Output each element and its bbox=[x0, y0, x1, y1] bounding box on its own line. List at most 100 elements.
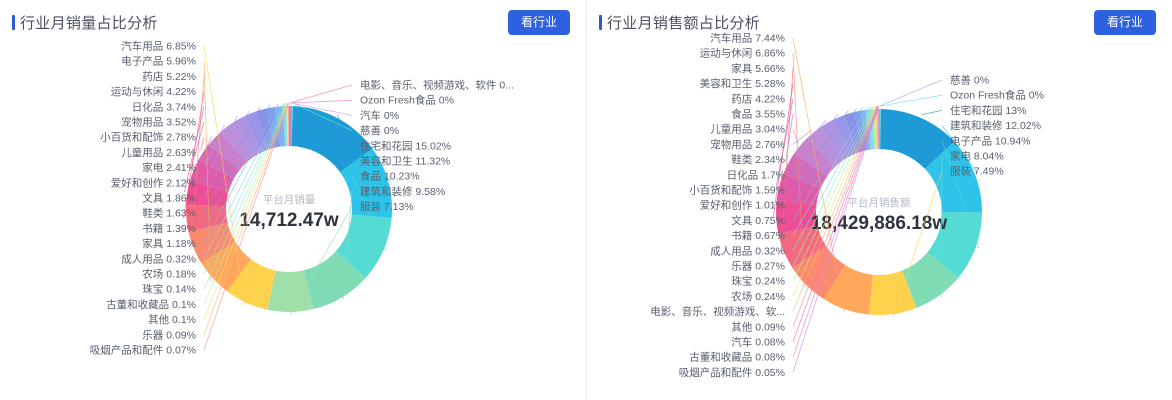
page-title-left: 行业月销量占比分析 bbox=[20, 15, 158, 32]
pie-leader-line bbox=[792, 106, 873, 267]
pie-leader-line bbox=[203, 110, 250, 199]
pie-slice[interactable] bbox=[286, 106, 288, 147]
pie-slice[interactable] bbox=[340, 148, 392, 219]
pie-slice[interactable] bbox=[776, 173, 821, 205]
pie-slice[interactable] bbox=[267, 270, 314, 312]
title-accent-bar-icon bbox=[599, 15, 602, 30]
pie-leader-line bbox=[792, 110, 849, 191]
pie-slice[interactable] bbox=[335, 214, 392, 278]
pie-slice[interactable] bbox=[186, 180, 229, 207]
pie-leader-line bbox=[893, 171, 943, 318]
pie-label: 儿童用品 2.63% bbox=[121, 146, 196, 159]
pie-label: 食品 10.23% bbox=[360, 170, 420, 183]
pie-slice[interactable] bbox=[776, 199, 818, 235]
donut-chart-right[interactable]: 平台月销售额 18,429,886.18w 慈善 0% Ozon Fresh食品 0%… bbox=[587, 22, 1172, 400]
donut-center-caption: 平台月销售额 bbox=[848, 196, 911, 209]
pie-leader-line bbox=[200, 137, 205, 151]
panel-sales-amount: 行业月销售额占比分析 看行业 平台月销售额 18,429,886.18w 慈善 0%… bbox=[586, 0, 1172, 400]
pie-label: 古董和收藏品 0.1% bbox=[106, 298, 196, 311]
title-accent-bar-icon bbox=[12, 15, 15, 30]
pie-slice[interactable] bbox=[189, 159, 234, 192]
pie-label: 慈善 0% bbox=[360, 124, 399, 137]
pie-slice[interactable] bbox=[877, 109, 879, 150]
pie-slice[interactable] bbox=[868, 270, 917, 315]
pie-slice[interactable] bbox=[794, 138, 835, 177]
pie-slice[interactable] bbox=[198, 144, 240, 179]
pie-slice[interactable] bbox=[879, 109, 882, 150]
pie-slice[interactable] bbox=[287, 106, 289, 147]
donut-chart-left[interactable]: 平台月销量 14,712.47w 电影、音乐、视频游戏、软件 0... Ozon Fr… bbox=[0, 22, 586, 400]
pie-slice[interactable] bbox=[924, 141, 982, 213]
pie-leader-line bbox=[190, 121, 205, 169]
pie-slice[interactable] bbox=[783, 153, 828, 189]
pie-slice[interactable] bbox=[186, 204, 228, 232]
pie-leader-line bbox=[203, 135, 213, 153]
pie-slice[interactable] bbox=[232, 116, 262, 157]
pie-slice[interactable] bbox=[208, 132, 247, 170]
pie-label: 乐器 0.27% bbox=[731, 261, 785, 273]
pie-slice[interactable] bbox=[876, 109, 878, 150]
pie-leader-line bbox=[792, 106, 868, 236]
pie-leader-line bbox=[203, 102, 284, 259]
pie-leader-line bbox=[203, 102, 289, 335]
pie-slice[interactable] bbox=[289, 106, 291, 147]
pie-leader-line bbox=[290, 99, 353, 104]
pie-slice[interactable] bbox=[844, 112, 864, 153]
pie-label: 成人用品 0.32% bbox=[121, 253, 196, 265]
pie-label: 小百货和配饰 2.78% bbox=[100, 131, 196, 144]
pie-slice[interactable] bbox=[227, 259, 276, 310]
pie-leader-line bbox=[792, 108, 857, 206]
pie-label: 日化品 3.74% bbox=[132, 100, 196, 113]
pie-label: 住宅和花园 13% bbox=[950, 104, 1026, 117]
pie-slice[interactable] bbox=[287, 106, 289, 147]
pie-slice[interactable] bbox=[823, 265, 873, 315]
pie-slice[interactable] bbox=[879, 109, 955, 169]
pie-leader-line bbox=[289, 206, 353, 316]
pie-slice[interactable] bbox=[879, 109, 881, 150]
view-industry-button-right[interactable]: 看行业 bbox=[1093, 10, 1156, 36]
pie-slice[interactable] bbox=[284, 106, 288, 147]
pie-slice[interactable] bbox=[874, 109, 878, 150]
pie-slice[interactable] bbox=[290, 106, 293, 147]
pie-leader-line bbox=[792, 37, 845, 313]
view-industry-button-left[interactable]: 看行业 bbox=[507, 10, 570, 36]
pie-label: 珠宝 0.14% bbox=[142, 283, 196, 296]
pie-slice[interactable] bbox=[901, 252, 959, 308]
pie-slice[interactable] bbox=[833, 115, 858, 156]
pie-label: 电子产品 5.96% bbox=[121, 55, 196, 68]
pie-label: 电影、音乐、视频游戏、软... bbox=[650, 305, 785, 318]
pie-leader-line bbox=[792, 105, 878, 327]
pie-slice[interactable] bbox=[289, 106, 292, 147]
pie-leader-line bbox=[336, 114, 353, 146]
pie-label: 汽车 0.08% bbox=[731, 336, 785, 349]
pie-slice[interactable] bbox=[792, 246, 846, 299]
pie-leader-line bbox=[921, 110, 943, 116]
pie-leader-line bbox=[203, 102, 288, 320]
pie-leader-line bbox=[792, 105, 878, 312]
pie-leader-line bbox=[941, 125, 978, 174]
pie-slice[interactable] bbox=[303, 251, 366, 310]
pie-slice[interactable] bbox=[878, 109, 879, 150]
pie-slice[interactable] bbox=[244, 111, 269, 153]
pie-slice[interactable] bbox=[201, 241, 252, 292]
pie-label: Ozon Fresh食品 0% bbox=[950, 89, 1044, 102]
pie-leader-line bbox=[792, 106, 871, 251]
pie-label: 家具 1.18% bbox=[142, 237, 196, 250]
pie-leader-line bbox=[792, 105, 876, 297]
pie-label: 建筑和装修 9.58% bbox=[360, 185, 445, 198]
pie-label: 小百货和配饰 1.59% bbox=[689, 184, 785, 197]
pie-slice[interactable] bbox=[869, 109, 875, 150]
pie-leader-line bbox=[183, 91, 205, 219]
pie-slice[interactable] bbox=[289, 106, 373, 173]
pie-label: 古董和收藏品 0.08% bbox=[689, 351, 785, 364]
pie-label: Ozon Fresh食品 0% bbox=[360, 94, 454, 107]
pie-slice[interactable] bbox=[290, 106, 294, 147]
pie-slice[interactable] bbox=[807, 126, 844, 167]
pie-label: 建筑和装修 12.02% bbox=[950, 119, 1041, 132]
pie-leader-line bbox=[792, 53, 805, 288]
pie-slice[interactable] bbox=[877, 109, 879, 150]
pie-label: 美容和卫生 5.28% bbox=[700, 77, 785, 90]
pie-label: 宠物用品 2.76% bbox=[710, 138, 785, 151]
pie-slice[interactable] bbox=[285, 106, 288, 147]
